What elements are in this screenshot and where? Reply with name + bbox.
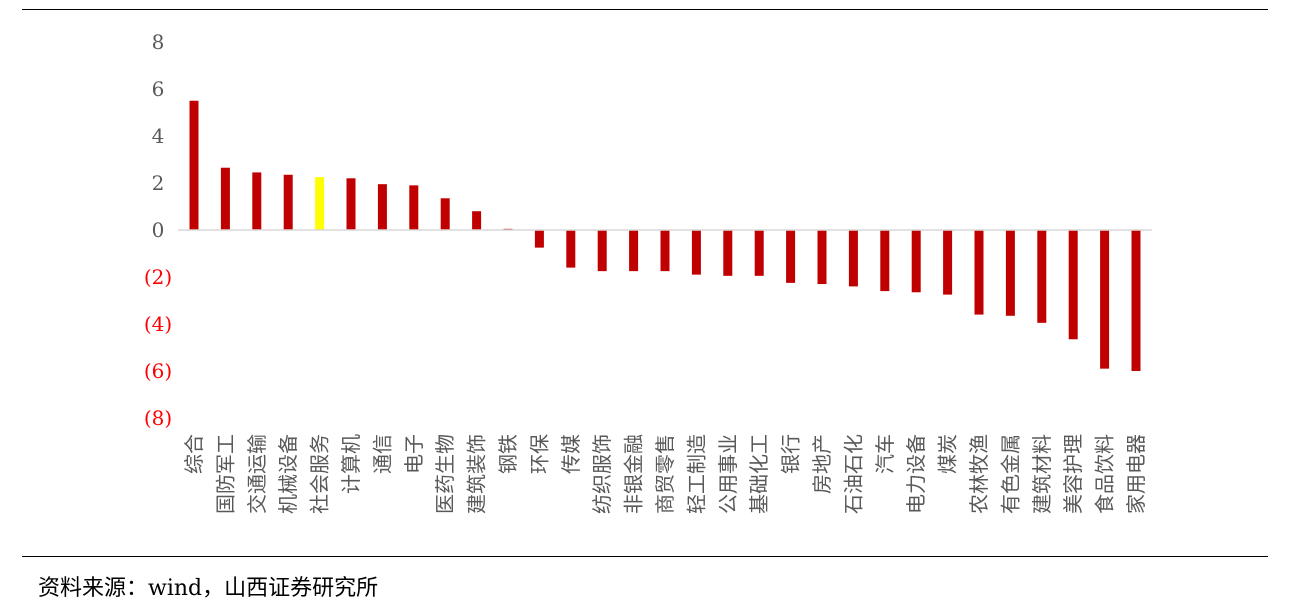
- y-tick-label: (2): [144, 265, 172, 289]
- x-tick-label: 农林牧渔: [967, 434, 991, 514]
- x-tick-label: 医药生物: [433, 434, 457, 514]
- bar: [315, 177, 325, 230]
- y-tick-label: (8): [144, 406, 172, 430]
- x-tick-label: 房地产: [810, 434, 834, 494]
- source-note: 资料来源：wind，山西证券研究所: [38, 576, 379, 601]
- x-tick-label: 石油石化: [841, 434, 865, 514]
- bar: [943, 230, 953, 295]
- bar: [534, 230, 544, 248]
- x-tick-label: 计算机: [339, 434, 363, 494]
- x-tick-label: 银行: [779, 434, 803, 474]
- bar: [566, 230, 576, 268]
- y-tick-label: 8: [152, 30, 165, 54]
- bar: [786, 230, 796, 283]
- bar: [1068, 230, 1078, 340]
- bottom-rule: [22, 556, 1268, 557]
- x-tick-label: 基础化工: [747, 434, 771, 514]
- bar: [691, 230, 701, 275]
- x-tick-label: 纺织服饰: [590, 434, 614, 514]
- bar: [1131, 230, 1141, 371]
- bar: [660, 230, 670, 272]
- bar-chart: 8 6 4 2 0 (2) (4) (6) (8) 综合 国防军工 交通运输 机械设备 社会服务 计算机 通信…: [144, 30, 1152, 514]
- x-tick-label: 家用电器: [1124, 434, 1148, 514]
- x-tick-label: 公用事业: [716, 434, 740, 514]
- x-tick-label: 综合: [182, 434, 206, 474]
- x-tick-label: 有色金属: [998, 434, 1022, 514]
- top-rule: [22, 9, 1268, 10]
- bar: [472, 211, 482, 230]
- bar: [377, 184, 387, 230]
- x-tick-label: 传媒: [559, 434, 583, 474]
- x-tick-label: 汽车: [873, 434, 897, 474]
- x-tick-label: 美容护理: [1061, 434, 1085, 514]
- x-tick-label: 商贸零售: [653, 434, 677, 514]
- bar: [629, 230, 639, 272]
- bar: [283, 174, 293, 230]
- bar: [409, 185, 419, 230]
- bar: [220, 167, 230, 230]
- y-tick-label: (6): [144, 359, 172, 383]
- bar: [723, 230, 733, 276]
- bar: [1037, 230, 1047, 323]
- bar: [440, 198, 450, 230]
- x-tick-label: 社会服务: [308, 434, 332, 514]
- x-tick-label: 食品饮料: [1093, 434, 1117, 514]
- y-tick-label: 2: [152, 171, 165, 195]
- x-tick-label: 建筑材料: [1030, 434, 1054, 514]
- y-tick-label: 4: [152, 124, 165, 148]
- bar: [880, 230, 890, 292]
- x-tick-label: 电子: [402, 434, 426, 474]
- x-tick-label: 环保: [527, 434, 551, 474]
- bar: [817, 230, 827, 285]
- y-tick-label: 6: [152, 77, 165, 101]
- bar: [1005, 230, 1015, 316]
- bar: [346, 178, 356, 230]
- x-tick-label: 交通运输: [245, 434, 269, 514]
- x-tick-label: 非银金融: [622, 434, 646, 514]
- bar: [974, 230, 984, 315]
- x-tick-label: 国防军工: [213, 434, 237, 514]
- x-tick-label: 钢铁: [496, 434, 520, 474]
- bar: [1100, 230, 1110, 369]
- bar: [911, 230, 921, 293]
- bar: [754, 230, 764, 276]
- bar: [597, 230, 607, 272]
- x-tick-label: 建筑装饰: [465, 434, 489, 514]
- x-tick-label: 电力设备: [904, 434, 928, 514]
- bar: [189, 100, 199, 230]
- y-tick-label: (4): [144, 312, 172, 336]
- x-tick-label: 机械设备: [276, 434, 300, 514]
- bar: [848, 230, 858, 287]
- x-tick-label: 通信: [370, 434, 394, 474]
- bar: [252, 172, 262, 230]
- x-tick-label: 煤炭: [936, 434, 960, 474]
- x-tick-label: 轻工制造: [684, 434, 708, 514]
- y-tick-label: 0: [152, 218, 165, 242]
